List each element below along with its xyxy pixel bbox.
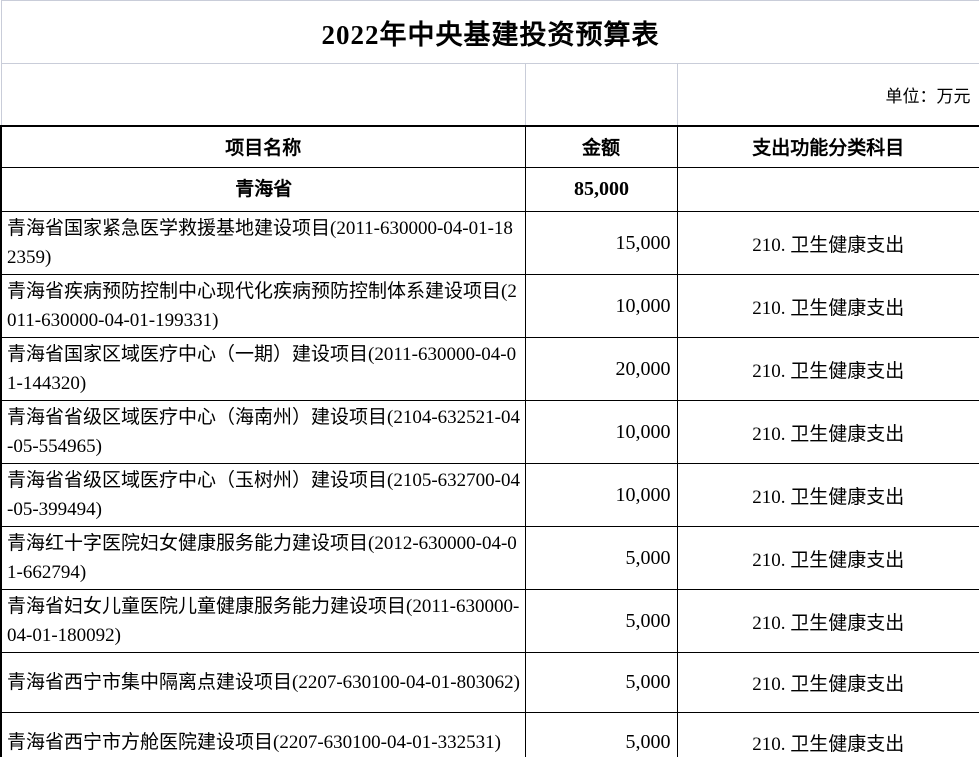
cell-category: 210. 卫生健康支出 [676,652,979,713]
table-row: 青海省妇女儿童医院儿童健康服务能力建设项目(2011-630000-04-01-… [0,589,979,653]
table-row: 青海省国家紧急医学救援基地建设项目(2011-630000-04-01-1823… [0,211,979,275]
summary-amount: 85,000 [524,167,678,212]
cell-project-name: 青海红十字医院妇女健康服务能力建设项目(2012-630000-04-01-66… [0,526,526,590]
table-header-row: 项目名称 金额 支出功能分类科目 [0,124,979,168]
document-title: 2022年中央基建投资预算表 [0,0,979,64]
cell-category: 210. 卫生健康支出 [676,400,979,464]
summary-province-name: 青海省 [0,167,526,212]
table-row: 青海省疾病预防控制中心现代化疾病预防控制体系建设项目(2011-630000-0… [0,274,979,338]
cell-project-name: 青海省省级区域医疗中心（玉树州）建设项目(2105-632700-04-05-3… [0,463,526,527]
cell-amount: 5,000 [524,526,678,590]
cell-project-name: 青海省国家紧急医学救援基地建设项目(2011-630000-04-01-1823… [0,211,526,275]
summary-category [676,167,979,212]
unit-row-empty-cell-2 [524,63,678,126]
table-row: 青海省国家区域医疗中心（一期）建设项目(2011-630000-04-01-14… [0,337,979,401]
title-row: 2022年中央基建投资预算表 [0,0,979,64]
col-header-amount: 金额 [524,124,678,168]
cell-amount: 10,000 [524,463,678,527]
table-row: 青海红十字医院妇女健康服务能力建设项目(2012-630000-04-01-66… [0,526,979,590]
cell-amount: 5,000 [524,712,678,757]
cell-project-name: 青海省疾病预防控制中心现代化疾病预防控制体系建设项目(2011-630000-0… [0,274,526,338]
cell-amount: 20,000 [524,337,678,401]
table-row: 青海省西宁市方舱医院建设项目(2207-630100-04-01-332531)… [0,712,979,757]
cell-project-name: 青海省省级区域医疗中心（海南州）建设项目(2104-632521-04-05-5… [0,400,526,464]
cell-amount: 10,000 [524,274,678,338]
unit-row-empty-cell-1 [0,63,526,126]
cell-amount: 10,000 [524,400,678,464]
cell-amount: 15,000 [524,211,678,275]
col-header-project-name: 项目名称 [0,124,526,168]
table-row: 青海省西宁市集中隔离点建设项目(2207-630100-04-01-803062… [0,652,979,713]
cell-category: 210. 卫生健康支出 [676,712,979,757]
unit-note: 单位：万元 [676,63,979,126]
cell-category: 210. 卫生健康支出 [676,337,979,401]
summary-row: 青海省 85,000 [0,167,979,212]
cell-project-name: 青海省妇女儿童医院儿童健康服务能力建设项目(2011-630000-04-01-… [0,589,526,653]
cell-category: 210. 卫生健康支出 [676,274,979,338]
cell-category: 210. 卫生健康支出 [676,211,979,275]
cell-amount: 5,000 [524,652,678,713]
cell-category: 210. 卫生健康支出 [676,526,979,590]
table-row: 青海省省级区域医疗中心（海南州）建设项目(2104-632521-04-05-5… [0,400,979,464]
unit-note-row: 单位：万元 [0,63,979,126]
cell-project-name: 青海省西宁市方舱医院建设项目(2207-630100-04-01-332531) [0,712,526,757]
table-row: 青海省省级区域医疗中心（玉树州）建设项目(2105-632700-04-05-3… [0,463,979,527]
cell-category: 210. 卫生健康支出 [676,589,979,653]
cell-amount: 5,000 [524,589,678,653]
cell-category: 210. 卫生健康支出 [676,463,979,527]
cell-project-name: 青海省国家区域医疗中心（一期）建设项目(2011-630000-04-01-14… [0,337,526,401]
col-header-expense-category: 支出功能分类科目 [676,124,979,168]
cell-project-name: 青海省西宁市集中隔离点建设项目(2207-630100-04-01-803062… [0,652,526,713]
